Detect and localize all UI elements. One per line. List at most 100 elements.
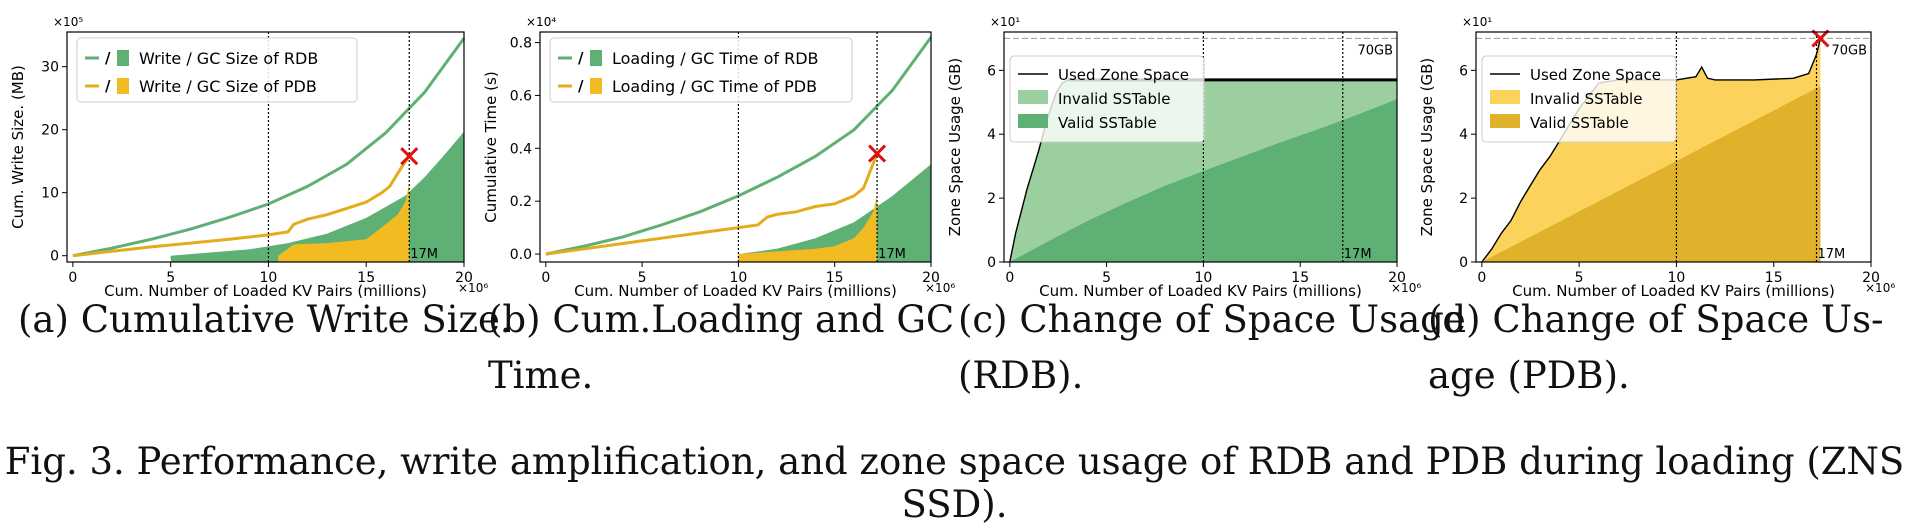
x-tick-label: 20 — [1388, 270, 1406, 286]
x-exponent: ×10⁶ — [1865, 281, 1895, 295]
capacity-label: 70GB — [1357, 43, 1393, 58]
x-tick-label: 20 — [1862, 270, 1880, 286]
x-tick-label: 5 — [638, 270, 647, 286]
legend-area-swatch — [590, 78, 602, 94]
chart-c: 70GB 17M 0 5 10 15 20 0 2 4 6 ×10¹ ×10⁶ Cum. Number o… — [946, 15, 1421, 300]
x-tick-label: 0 — [541, 270, 550, 286]
subcaption-a: (a) Cumulative Write Size. — [18, 292, 512, 348]
x-exponent: ×10⁶ — [1391, 281, 1421, 295]
line-write-pdb — [72, 155, 411, 258]
x-axis-label: Cum. Number of Loaded KV Pairs (millions… — [1039, 282, 1362, 300]
subcaption-b-line1: (b) Cum.Loading and GC — [488, 298, 955, 341]
legend-area-swatch — [1018, 114, 1048, 128]
y-tick-label: 0 — [1459, 255, 1468, 271]
legend-label: Loading / GC Time of PDB — [612, 77, 817, 96]
legend-box — [1009, 55, 1205, 143]
axes-frame — [539, 31, 932, 263]
x-tick-label: 20 — [455, 270, 473, 286]
y-exponent: ×10¹ — [1462, 15, 1492, 29]
legend-label: Write / GC Size of RDB — [139, 49, 318, 68]
legend-area-swatch — [1490, 90, 1520, 104]
legend-slash: / — [578, 77, 584, 95]
y-axis-label: Zone Space Usage (GB) — [1418, 58, 1436, 237]
y-tick-label: 0 — [50, 249, 59, 265]
legend-label: Used Zone Space — [1058, 66, 1189, 84]
annotation-17m: 17M — [878, 247, 906, 262]
y-tick-label: 0.6 — [510, 88, 532, 104]
y-tick-label: 6 — [987, 63, 996, 79]
legend-box — [1481, 55, 1677, 143]
y-tick-label: 0.8 — [510, 36, 532, 52]
legend-label: Invalid SSTable — [1058, 90, 1170, 108]
x-tick-label: 10 — [729, 270, 747, 286]
legend-area-swatch — [1490, 114, 1520, 128]
axes-frame — [1003, 31, 1398, 263]
subcaption-d-line1: (d) Change of Space Us- — [1428, 298, 1884, 341]
x-tick-label: 15 — [357, 270, 375, 286]
area-gc-pdb — [278, 183, 410, 262]
oom-marker — [1811, 29, 1830, 48]
x-tick-label: 0 — [1005, 270, 1014, 286]
x-tick-label: 10 — [1668, 270, 1686, 286]
area-gc-rdb — [170, 131, 464, 262]
area-gc-time-rdb — [738, 164, 931, 262]
x-tick-label: 10 — [260, 270, 278, 286]
y-axis-label: Zone Space Usage (GB) — [946, 58, 964, 237]
figure-caption: Fig. 3. Performance, write amplification… — [4, 440, 1905, 526]
axes-frame — [66, 31, 465, 263]
area-valid-sstable — [1481, 86, 1821, 262]
x-axis-label: Cum. Number of Loaded KV Pairs (millions… — [1512, 282, 1835, 300]
y-tick-label: 0.4 — [510, 141, 532, 157]
oom-marker — [400, 147, 419, 166]
x-axis-label: Cum. Number of Loaded KV Pairs (millions… — [574, 282, 897, 300]
legend-box — [76, 37, 358, 103]
y-tick-label: 2 — [987, 191, 996, 207]
y-exponent: ×10⁴ — [526, 15, 556, 29]
legend-area-swatch — [1018, 90, 1048, 104]
x-tick-label: 5 — [1575, 270, 1584, 286]
y-axis-label: Cumulative Time (s) — [482, 71, 500, 222]
y-exponent: ×10⁵ — [53, 15, 83, 29]
legend-slash: / — [105, 49, 111, 67]
y-tick-label: 4 — [1459, 127, 1468, 143]
legend-label: Write / GC Size of PDB — [139, 77, 317, 96]
y-tick-label: 6 — [1459, 63, 1468, 79]
x-tick-label: 15 — [1765, 270, 1783, 286]
x-exponent: ×10⁶ — [458, 281, 488, 295]
chart-a: 17M 0 5 10 15 20 0 10 20 30 ×10⁵ ×10⁶ Cum. Number of… — [9, 15, 488, 300]
axes-frame — [1475, 31, 1872, 263]
annotation-17m: 17M — [1818, 247, 1846, 262]
y-tick-label: 10 — [41, 186, 59, 202]
line-loading-rdb — [545, 36, 933, 256]
y-tick-label: 0 — [987, 255, 996, 271]
capacity-label: 70GB — [1831, 43, 1867, 58]
chart-d: 70GB 17M 0 5 10 15 20 0 2 4 6 ×10¹ ×10⁶ Cum. Number o… — [1418, 15, 1895, 300]
subcaption-b-line2: Time. — [488, 354, 594, 397]
annotation-17m: 17M — [1344, 247, 1372, 262]
legend-label: Loading / GC Time of RDB — [612, 49, 819, 68]
subcaption-c-line1: (c) Change of Space Usage — [958, 298, 1466, 341]
legend-area-swatch — [117, 50, 129, 66]
legend-label: Used Zone Space — [1530, 66, 1661, 84]
subcaption-a-line1: (a) Cumulative Write Size. — [18, 298, 512, 341]
y-tick-label: 20 — [41, 123, 59, 139]
area-gc-time-pdb — [738, 195, 878, 262]
x-axis-label: Cum. Number of Loaded KV Pairs (millions… — [104, 282, 427, 300]
x-tick-label: 5 — [166, 270, 175, 286]
chart-b: 17M 0 5 10 15 20 0.0 0.2 0.4 0.6 0.8 ×10⁴ ×10⁶ Cum. N… — [482, 15, 955, 300]
x-tick-label: 15 — [1291, 270, 1309, 286]
y-tick-label: 4 — [987, 127, 996, 143]
x-tick-label: 5 — [1102, 270, 1111, 286]
legend-area-swatch — [590, 50, 602, 66]
subcaption-c: (c) Change of Space Usage (RDB). — [958, 292, 1466, 404]
legend-slash: / — [105, 77, 111, 95]
legend-label: Valid SSTable — [1058, 114, 1157, 132]
legend-label: Invalid SSTable — [1530, 90, 1642, 108]
x-tick-label: 20 — [922, 270, 940, 286]
x-tick-label: 0 — [1477, 270, 1486, 286]
oom-marker — [868, 144, 887, 163]
subcaption-c-line2: (RDB). — [958, 354, 1084, 397]
x-tick-label: 0 — [68, 270, 77, 286]
x-tick-label: 15 — [826, 270, 844, 286]
